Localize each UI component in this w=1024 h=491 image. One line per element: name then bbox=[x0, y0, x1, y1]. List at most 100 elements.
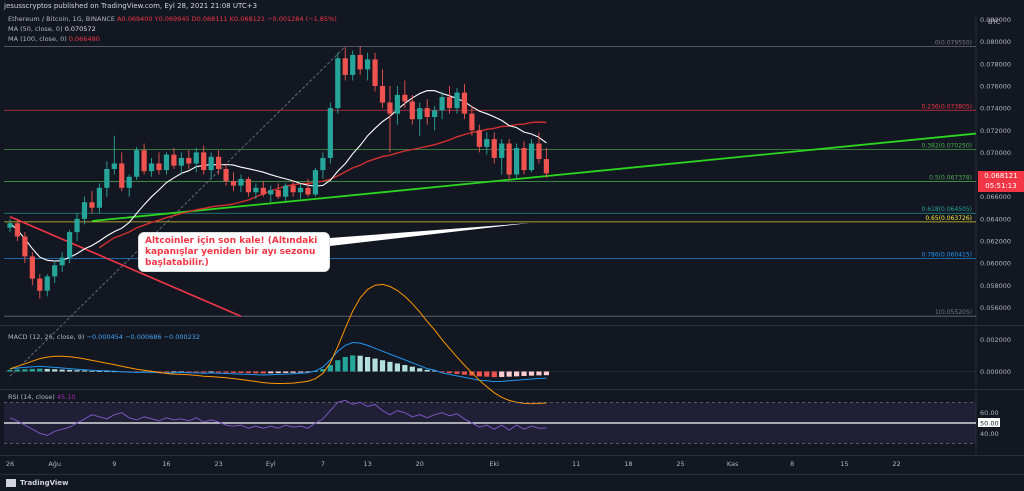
legend-ma100-label: MA (100, close, 0) bbox=[8, 35, 67, 43]
y-tick-label: 0.058000 bbox=[980, 282, 1011, 290]
candle-body bbox=[223, 169, 229, 182]
candle-body bbox=[342, 58, 348, 75]
macd-histogram-bar bbox=[193, 371, 199, 373]
candle-body bbox=[372, 59, 378, 86]
macd-histogram-bar bbox=[521, 371, 527, 377]
candle-body bbox=[283, 185, 289, 197]
macd-histogram-bar bbox=[52, 369, 58, 372]
candle-body bbox=[320, 157, 326, 171]
macd-histogram-bar bbox=[37, 368, 43, 372]
fib-level-label: 0.5(0.067378) bbox=[929, 174, 972, 181]
fib-level-label: 0(0.079550) bbox=[935, 40, 972, 47]
macd-histogram-bar bbox=[178, 371, 184, 373]
macd-histogram-bar bbox=[469, 371, 475, 376]
macd-histogram-bar bbox=[461, 371, 468, 375]
x-tick-label: 7 bbox=[321, 460, 325, 468]
x-tick-label: 25 bbox=[676, 460, 684, 468]
macd-histogram-bar bbox=[491, 371, 497, 378]
y-tick-label: 0.078000 bbox=[980, 60, 1011, 68]
candle-body bbox=[156, 163, 162, 171]
macd-legend: MACD (12, 26, close, 9) −0.000454 −0.000… bbox=[8, 333, 200, 341]
candle-body bbox=[245, 178, 251, 193]
macd-histogram-bar bbox=[305, 371, 311, 373]
x-tick-label: 18 bbox=[624, 460, 632, 468]
macd-y-tick-label: 0.002000 bbox=[980, 336, 1011, 344]
x-tick-label: 11 bbox=[572, 460, 580, 468]
macd-histogram-bar bbox=[409, 366, 415, 372]
candle-body bbox=[163, 154, 170, 171]
macd-histogram-bar bbox=[484, 371, 490, 377]
y-tick-label: 0.074000 bbox=[980, 105, 1011, 113]
macd-histogram-bar bbox=[417, 368, 423, 372]
price-countdown: 05:51:13 bbox=[978, 181, 1024, 192]
candle-body bbox=[253, 187, 259, 193]
candle-body bbox=[216, 156, 222, 169]
macd-histogram-bar bbox=[379, 360, 386, 372]
candle-body bbox=[37, 278, 43, 291]
candle-body bbox=[171, 154, 177, 166]
y-tick-label: 0.072000 bbox=[980, 127, 1011, 135]
macd-histogram-bar bbox=[528, 371, 535, 376]
legend-ma100-value: 0.066480 bbox=[68, 35, 100, 43]
rsi-y-tick-label: 40.00 bbox=[980, 430, 999, 438]
macd-histogram-bar bbox=[283, 371, 289, 373]
x-tick-label: Eyl bbox=[266, 460, 276, 468]
macd-histogram-bar bbox=[357, 355, 363, 372]
macd-histogram-bar bbox=[81, 370, 88, 372]
annotation-callout: Altcoinler için son kale! (Altındaki kap… bbox=[138, 232, 330, 272]
x-tick-label: 13 bbox=[363, 460, 371, 468]
macd-histogram-bar bbox=[446, 371, 453, 374]
candle-body bbox=[536, 143, 542, 160]
candle-body bbox=[141, 150, 147, 172]
legend-ma50-value: 0.070572 bbox=[64, 25, 96, 33]
macd-histogram-bar bbox=[260, 371, 266, 374]
macd-histogram-bar bbox=[111, 371, 117, 373]
candle-body bbox=[543, 159, 549, 174]
y-tick-label: 0.066000 bbox=[980, 193, 1011, 201]
candle-body bbox=[96, 187, 102, 208]
fib-level-label: 0.382(0.070250) bbox=[922, 143, 973, 150]
y-axis-unit-label: BTC bbox=[988, 18, 1001, 26]
candle-body bbox=[275, 190, 281, 197]
macd-line bbox=[9, 341, 547, 383]
candle-body bbox=[260, 187, 266, 195]
macd-histogram-bar bbox=[312, 371, 319, 372]
x-tick-label: 23 bbox=[214, 460, 222, 468]
tradingview-icon bbox=[6, 479, 16, 487]
macd-histogram-bar bbox=[476, 371, 482, 377]
macd-label: MACD (12, 26, close, 9) bbox=[8, 333, 85, 341]
macd-histogram-bar bbox=[320, 369, 326, 372]
x-tick-label: 9 bbox=[112, 460, 116, 468]
candle-body bbox=[44, 276, 50, 291]
candle-body bbox=[230, 181, 237, 186]
y-tick-label: 0.056000 bbox=[980, 304, 1011, 312]
candle-body bbox=[476, 130, 482, 147]
fib-level-label: 0.618(0.064505) bbox=[922, 206, 973, 213]
candle-body bbox=[193, 152, 199, 164]
macd-histogram-bar bbox=[432, 370, 438, 372]
candle-body bbox=[268, 190, 274, 195]
candle-body bbox=[379, 85, 386, 103]
candle-body bbox=[201, 152, 207, 171]
macd-histogram-bar bbox=[238, 371, 244, 373]
price-tag: 0.068121 bbox=[978, 171, 1024, 182]
candle-body bbox=[59, 257, 65, 266]
macd-histogram-bar bbox=[22, 369, 28, 372]
candle-body bbox=[104, 169, 110, 188]
macd-histogram-bar bbox=[275, 371, 281, 374]
candle-body bbox=[14, 223, 21, 237]
candle-body bbox=[365, 59, 371, 70]
x-tick-label: 20 bbox=[416, 460, 424, 468]
candle-body bbox=[81, 202, 88, 219]
y-tick-label: 0.080000 bbox=[980, 38, 1011, 46]
macd-histogram-bar bbox=[14, 369, 21, 372]
candle-body bbox=[305, 187, 311, 195]
fib-trend-dashed-line bbox=[9, 46, 346, 377]
macd-histogram-bar bbox=[59, 369, 65, 372]
macd-histogram-bar bbox=[335, 360, 341, 372]
candle-body bbox=[74, 218, 80, 233]
red-trendline bbox=[9, 215, 242, 317]
fib-level-label: 1(0.055205) bbox=[935, 309, 972, 316]
legend-ma50-row: MA (50, close, 0) 0.070572 bbox=[8, 24, 337, 34]
